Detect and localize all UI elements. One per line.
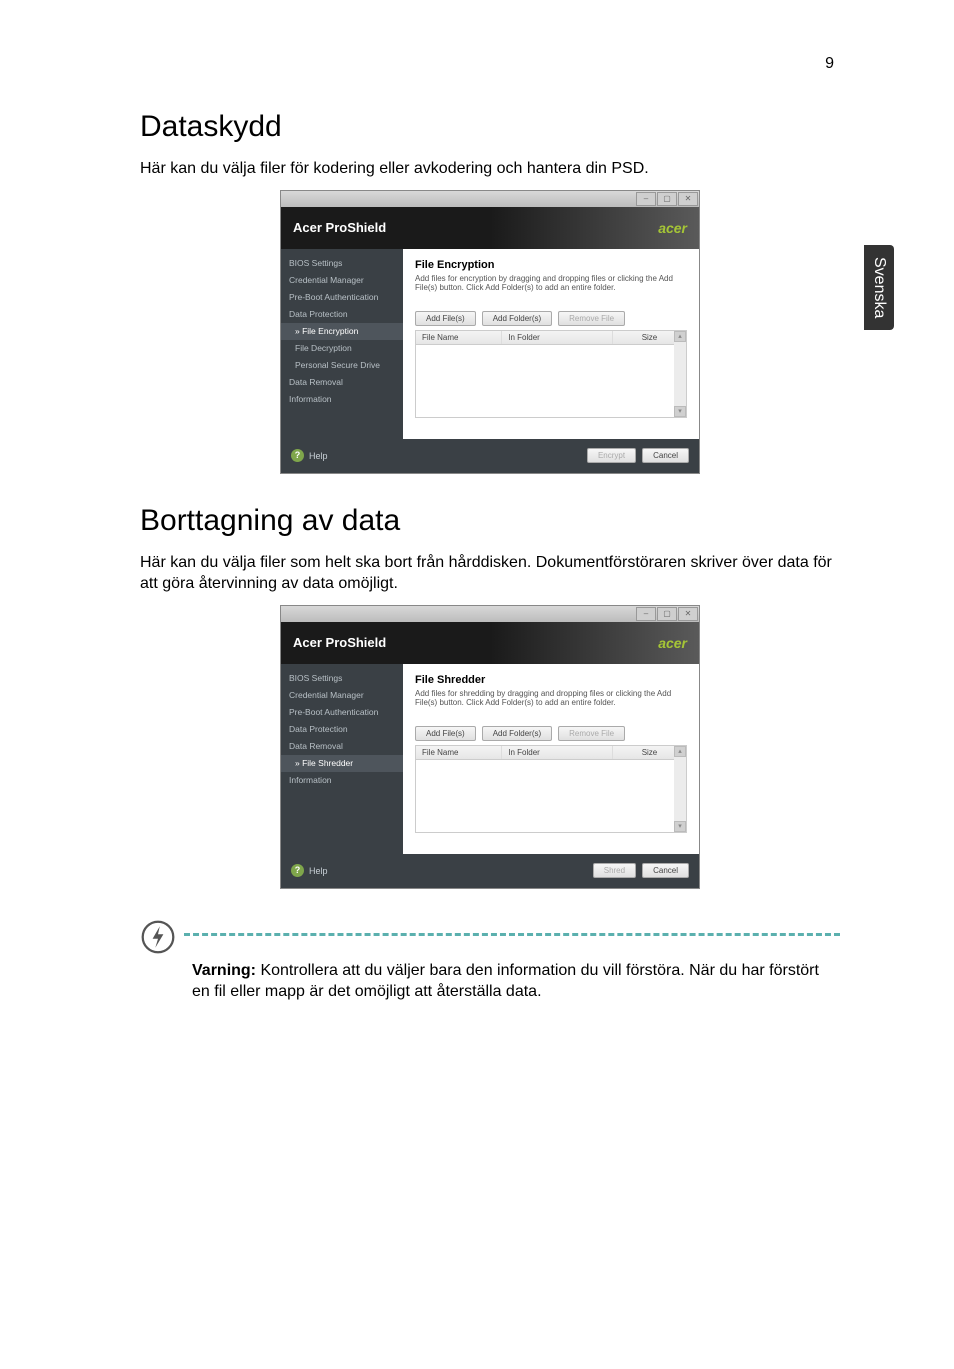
window-close[interactable]: ✕ bbox=[678, 192, 698, 206]
text-dataskydd: Här kan du välja filer för kodering elle… bbox=[140, 158, 840, 180]
app-footer: ? Help Shred Cancel bbox=[281, 854, 699, 888]
panel-title: File Encryption bbox=[415, 259, 687, 271]
file-table: File Name In Folder Size ▴▾ bbox=[415, 330, 687, 418]
scrollbar[interactable]: ▴▾ bbox=[674, 746, 686, 832]
scrollbar[interactable]: ▴▾ bbox=[674, 331, 686, 417]
sidebar-item[interactable]: BIOS Settings bbox=[281, 255, 403, 272]
add-files-button[interactable]: Add File(s) bbox=[415, 726, 476, 741]
window-titlebar: – ▢ ✕ bbox=[281, 191, 699, 207]
cancel-button[interactable]: Cancel bbox=[642, 448, 689, 463]
sidebar-item[interactable]: Data Removal bbox=[281, 738, 403, 755]
help-link[interactable]: ? Help bbox=[291, 449, 328, 462]
remove-file-button[interactable]: Remove File bbox=[558, 726, 625, 741]
acer-logo: acer bbox=[658, 635, 687, 651]
sidebar-item[interactable]: Data Protection bbox=[281, 306, 403, 323]
sidebar-item[interactable]: » File Encryption bbox=[281, 323, 403, 340]
text-borttagning: Här kan du välja filer som helt ska bort… bbox=[140, 552, 840, 595]
sidebar-item[interactable]: Pre-Boot Authentication bbox=[281, 704, 403, 721]
panel-title: File Shredder bbox=[415, 674, 687, 686]
screenshot-file-shredder: – ▢ ✕ Acer ProShield acer BIOS SettingsC… bbox=[280, 605, 700, 889]
divider-dashes bbox=[184, 933, 840, 936]
sidebar-item[interactable]: Information bbox=[281, 391, 403, 408]
sidebar-item[interactable]: Data Protection bbox=[281, 721, 403, 738]
acer-logo: acer bbox=[658, 220, 687, 236]
warning-label: Varning: bbox=[192, 962, 256, 979]
sidebar-item[interactable]: » File Shredder bbox=[281, 755, 403, 772]
col-filename[interactable]: File Name bbox=[416, 331, 502, 344]
lightning-icon bbox=[140, 919, 180, 960]
heading-dataskydd: Dataskydd bbox=[140, 110, 840, 144]
help-icon: ? bbox=[291, 864, 304, 877]
window-titlebar: – ▢ ✕ bbox=[281, 606, 699, 622]
app-title: Acer ProShield bbox=[293, 635, 386, 650]
panel-description: Add files for encryption by dragging and… bbox=[415, 274, 687, 293]
sidebar-item[interactable]: Credential Manager bbox=[281, 272, 403, 289]
help-icon: ? bbox=[291, 449, 304, 462]
sidebar-item[interactable]: Personal Secure Drive bbox=[281, 357, 403, 374]
main-panel: File Shredder Add files for shredding by… bbox=[403, 664, 699, 854]
page-number: 9 bbox=[825, 55, 834, 73]
language-tab: Svenska bbox=[864, 245, 894, 330]
add-folders-button[interactable]: Add Folder(s) bbox=[482, 726, 552, 741]
sidebar-item[interactable]: Data Removal bbox=[281, 374, 403, 391]
window-close[interactable]: ✕ bbox=[678, 607, 698, 621]
col-filename[interactable]: File Name bbox=[416, 746, 502, 759]
help-label: Help bbox=[309, 866, 328, 876]
window-maximize[interactable]: ▢ bbox=[657, 192, 677, 206]
screenshot-file-encryption: – ▢ ✕ Acer ProShield acer BIOS SettingsC… bbox=[280, 190, 700, 474]
add-files-button[interactable]: Add File(s) bbox=[415, 311, 476, 326]
heading-borttagning: Borttagning av data bbox=[140, 504, 840, 538]
window-minimize[interactable]: – bbox=[636, 607, 656, 621]
app-header: Acer ProShield acer bbox=[281, 622, 699, 664]
add-folders-button[interactable]: Add Folder(s) bbox=[482, 311, 552, 326]
app-title: Acer ProShield bbox=[293, 220, 386, 235]
sidebar-item[interactable]: Information bbox=[281, 772, 403, 789]
app-header: Acer ProShield acer bbox=[281, 207, 699, 249]
shred-button[interactable]: Shred bbox=[593, 863, 636, 878]
col-infolder[interactable]: In Folder bbox=[502, 746, 613, 759]
sidebar-item[interactable]: Pre-Boot Authentication bbox=[281, 289, 403, 306]
warning-text: Varning: Kontrollera att du väljer bara … bbox=[192, 960, 840, 1003]
main-panel: File Encryption Add files for encryption… bbox=[403, 249, 699, 439]
window-maximize[interactable]: ▢ bbox=[657, 607, 677, 621]
remove-file-button[interactable]: Remove File bbox=[558, 311, 625, 326]
sidebar: BIOS SettingsCredential ManagerPre-Boot … bbox=[281, 249, 403, 439]
help-link[interactable]: ? Help bbox=[291, 864, 328, 877]
window-minimize[interactable]: – bbox=[636, 192, 656, 206]
panel-description: Add files for shredding by dragging and … bbox=[415, 689, 687, 708]
col-infolder[interactable]: In Folder bbox=[502, 331, 613, 344]
cancel-button[interactable]: Cancel bbox=[642, 863, 689, 878]
warning-body: Kontrollera att du väljer bara den infor… bbox=[192, 962, 819, 1001]
app-footer: ? Help Encrypt Cancel bbox=[281, 439, 699, 473]
sidebar-item[interactable]: BIOS Settings bbox=[281, 670, 403, 687]
file-table: File Name In Folder Size ▴▾ bbox=[415, 745, 687, 833]
sidebar-item[interactable]: File Decryption bbox=[281, 340, 403, 357]
sidebar-item[interactable]: Credential Manager bbox=[281, 687, 403, 704]
warning-callout bbox=[140, 919, 840, 960]
encrypt-button[interactable]: Encrypt bbox=[587, 448, 636, 463]
help-label: Help bbox=[309, 451, 328, 461]
sidebar: BIOS SettingsCredential ManagerPre-Boot … bbox=[281, 664, 403, 854]
